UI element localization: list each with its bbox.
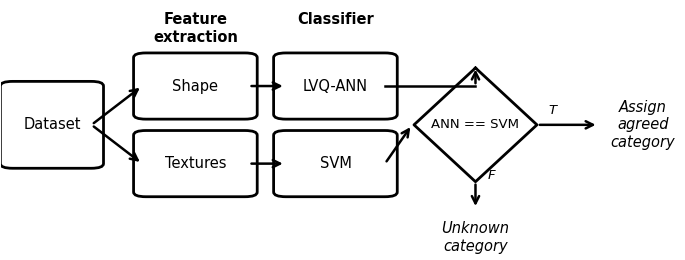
Text: Assign
agreed
category: Assign agreed category	[610, 100, 675, 150]
FancyBboxPatch shape	[1, 81, 103, 168]
FancyBboxPatch shape	[134, 53, 258, 119]
Text: ANN == SVM: ANN == SVM	[432, 118, 519, 131]
Text: Classifier: Classifier	[297, 12, 374, 27]
Text: Feature
extraction: Feature extraction	[153, 12, 238, 45]
Text: T: T	[548, 104, 556, 117]
Text: LVQ-ANN: LVQ-ANN	[303, 79, 368, 94]
Text: Shape: Shape	[173, 79, 219, 94]
Text: F: F	[488, 169, 495, 182]
Text: Textures: Textures	[164, 156, 226, 171]
Text: Unknown
category: Unknown category	[442, 221, 510, 254]
FancyBboxPatch shape	[273, 131, 397, 197]
Text: Dataset: Dataset	[23, 117, 81, 132]
Text: SVM: SVM	[319, 156, 351, 171]
Polygon shape	[414, 68, 537, 182]
FancyBboxPatch shape	[134, 131, 258, 197]
FancyBboxPatch shape	[273, 53, 397, 119]
